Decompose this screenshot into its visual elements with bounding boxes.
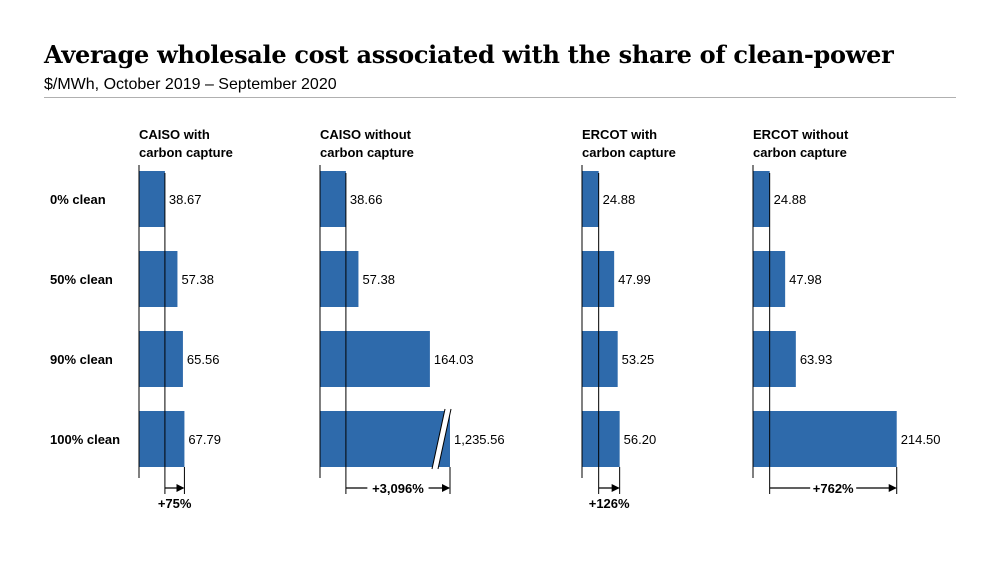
panel-header: ERCOT with — [582, 127, 657, 142]
axis-break-line — [431, 408, 446, 470]
value-label: 1,235.56 — [454, 432, 505, 447]
value-label: 38.66 — [350, 192, 383, 207]
axis-break-gap — [432, 409, 451, 469]
value-label: 47.98 — [789, 272, 822, 287]
axis-break-line — [437, 408, 452, 470]
value-label: 164.03 — [434, 352, 474, 367]
row-label: 0% clean — [50, 192, 106, 207]
bar — [139, 411, 185, 467]
change-label: +3,096% — [372, 481, 424, 496]
value-label: 57.38 — [362, 272, 395, 287]
value-label: 24.88 — [774, 192, 807, 207]
panel-header: carbon capture — [582, 145, 676, 160]
title-divider — [44, 97, 956, 98]
change-label: +126% — [589, 496, 630, 511]
bar — [320, 171, 346, 227]
bar — [582, 411, 620, 467]
chart-title: Average wholesale cost associated with t… — [44, 40, 894, 69]
row-label: 90% clean — [50, 352, 113, 367]
value-label: 57.38 — [181, 272, 214, 287]
bar — [139, 171, 165, 227]
change-label-bg — [810, 481, 857, 495]
panel-header: CAISO without — [320, 127, 412, 142]
bar — [582, 251, 615, 307]
bar — [320, 251, 359, 307]
change-label: +762% — [813, 481, 854, 496]
chart-subtitle: $/MWh, October 2019 – September 2020 — [44, 76, 337, 93]
panel-header: CAISO with — [139, 127, 210, 142]
change-label: +75% — [158, 496, 192, 511]
value-label: 63.93 — [800, 352, 833, 367]
value-label: 56.20 — [624, 432, 657, 447]
panel-header: carbon capture — [753, 145, 847, 160]
bar — [139, 251, 178, 307]
value-label: 24.88 — [603, 192, 636, 207]
value-label: 47.99 — [618, 272, 651, 287]
panel-header: ERCOT without — [753, 127, 849, 142]
bar — [320, 411, 450, 467]
bar — [753, 411, 897, 467]
bar — [582, 171, 599, 227]
value-label: 38.67 — [169, 192, 202, 207]
value-label: 53.25 — [622, 352, 655, 367]
bar — [320, 331, 430, 387]
bar — [582, 331, 618, 387]
panel-header: carbon capture — [139, 145, 233, 160]
value-label: 67.79 — [188, 432, 221, 447]
row-label: 50% clean — [50, 272, 113, 287]
bar — [753, 331, 796, 387]
panel-header: carbon capture — [320, 145, 414, 160]
value-label: 214.50 — [901, 432, 941, 447]
bar — [139, 331, 183, 387]
bar — [753, 171, 770, 227]
change-label-bg — [367, 481, 429, 495]
value-label: 65.56 — [187, 352, 220, 367]
bar — [753, 251, 786, 307]
row-label: 100% clean — [50, 432, 120, 447]
